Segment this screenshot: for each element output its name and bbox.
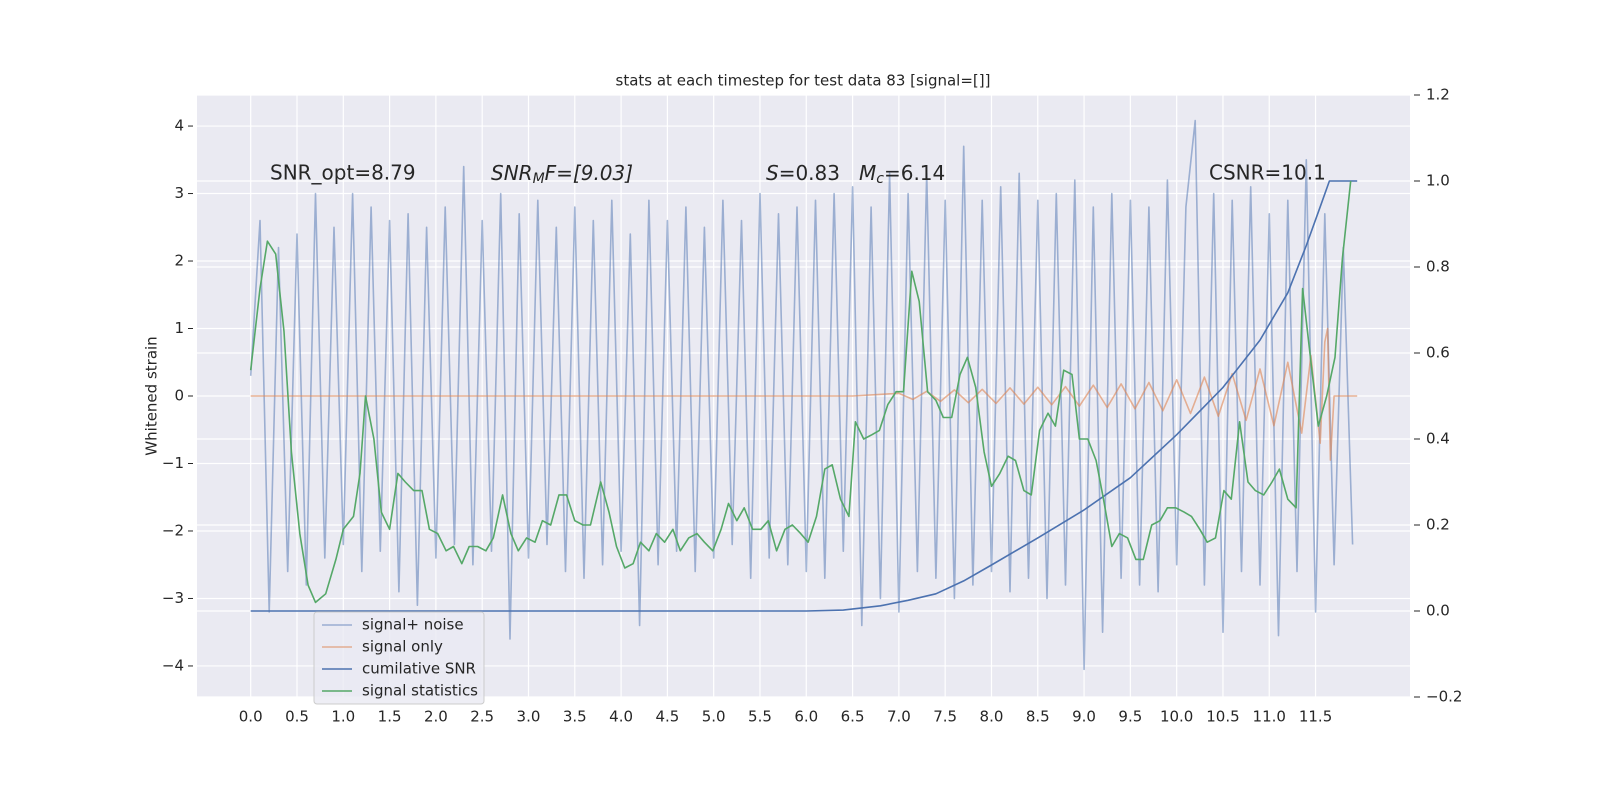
y-axis-label: Whitened strain [143,336,161,455]
legend-label: cumilative SNR [362,660,476,678]
legend-label: signal statistics [362,682,478,700]
chart-title: stats at each timestep for test data 83 … [616,72,991,90]
legend-label: signal only [362,638,443,656]
annotation: CSNR=10.1 [1209,161,1326,185]
x-tick-label: 11.0 [1253,708,1286,726]
x-tick-label: 4.0 [609,708,633,726]
x-tick-label: 4.5 [655,708,679,726]
x-tick-label: 2.0 [424,708,448,726]
annotation-part: =6.14 [884,161,945,185]
x-tick-label: 8.0 [980,708,1004,726]
annotation-part: c [876,171,884,187]
annotation-part: S [766,161,779,185]
series-line [249,180,1352,604]
legend-box [313,611,485,705]
y2-tick-label: 0.6 [1426,344,1450,362]
x-tick-label: 7.0 [887,708,911,726]
y2-tick-label: 0.0 [1426,602,1450,620]
y-tick-label: 4 [174,117,184,135]
annotation: SNR_opt=8.79 [270,161,416,185]
annotation-part: =0.83 [779,161,840,185]
y-tick-label: 2 [174,252,184,270]
x-tick-label: 10.0 [1160,708,1193,726]
x-tick-label: 9.0 [1072,708,1096,726]
series-line [250,327,1358,461]
x-tick-label: 10.5 [1206,708,1239,726]
annotation: Mc=6.14 [859,161,945,188]
y2-tick-label: −0.2 [1426,688,1462,706]
y2-tick-label: 0.2 [1426,516,1450,534]
x-tick-label: 5.0 [702,708,726,726]
y-tick-label: −4 [162,656,184,674]
x-tick-label: 8.5 [1026,708,1050,726]
y-tick-label: 1 [174,319,184,337]
y-tick-label: −3 [162,589,184,607]
series-line [249,119,1354,671]
x-tick-label: 2.5 [470,708,494,726]
x-tick-label: 5.5 [748,708,772,726]
x-tick-label: 3.0 [517,708,541,726]
y2-tick-label: 0.4 [1426,430,1450,448]
y-tick-label: 0 [174,387,184,405]
x-tick-label: 1.5 [378,708,402,726]
annotation-part: M [533,171,545,187]
annotation-part: F=[9.03] [545,161,633,185]
legend-label: signal+ noise [362,616,464,634]
y-tick-label: 3 [174,184,184,202]
y2-tick-label: 0.8 [1426,258,1450,276]
x-tick-label: 11.5 [1299,708,1332,726]
series-line [250,180,1358,612]
annotation: S=0.83 [766,161,840,185]
y-tick-label: −1 [162,454,184,472]
y-tick-label: −2 [162,521,184,539]
x-tick-label: 6.0 [794,708,818,726]
x-tick-label: 0.5 [285,708,309,726]
annotation-part: M [859,161,876,185]
x-tick-label: 7.5 [933,708,957,726]
y2-tick-label: 1.2 [1426,86,1450,104]
x-tick-label: 9.5 [1118,708,1142,726]
x-tick-label: 1.0 [331,708,355,726]
x-tick-label: 3.5 [563,708,587,726]
x-tick-label: 6.5 [841,708,865,726]
annotation: SNRMF=[9.03] [491,161,633,188]
x-tick-label: 0.0 [239,708,263,726]
annotation-part: SNR [491,161,533,185]
y2-tick-label: 1.0 [1426,172,1450,190]
